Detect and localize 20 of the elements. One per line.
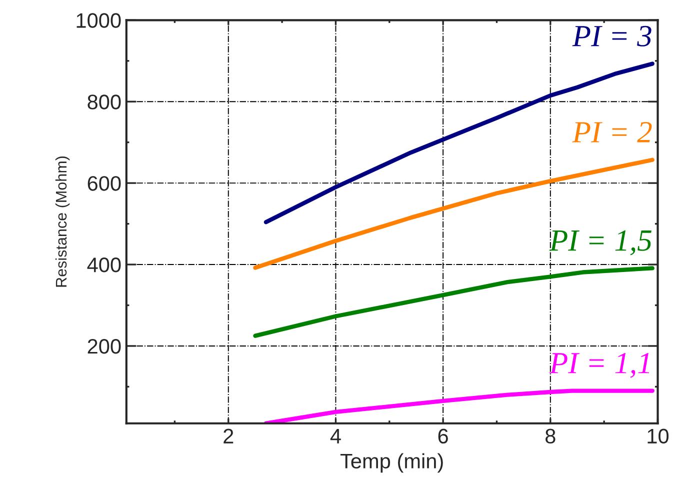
y-axis-title: Resistance (Mohm) [55, 156, 70, 287]
y-tick-label: 400 [87, 258, 121, 272]
series-label: PI = 1,5 [549, 230, 652, 256]
series-label: PI = 2 [572, 122, 652, 142]
y-tick-label: 200 [88, 338, 121, 354]
x-axis-title: Temp (min) [340, 453, 443, 473]
x-tick-label: 6 [438, 428, 448, 444]
y-tick-label: 800 [88, 94, 121, 110]
series-label: PI = 3 [572, 26, 652, 46]
line-series [253, 158, 654, 270]
y-tick-label: 1000 [76, 13, 121, 28]
line-series [264, 388, 654, 424]
series-label: PI = 1,1 [549, 352, 650, 378]
x-tick-label: 10 [648, 428, 669, 444]
y-tick-label: 600 [88, 176, 121, 191]
line-series [264, 62, 654, 224]
line-series [253, 266, 654, 338]
x-tick-label: 2 [224, 428, 234, 444]
x-tick-label: 4 [330, 428, 341, 444]
x-tick-label: 8 [546, 428, 556, 444]
